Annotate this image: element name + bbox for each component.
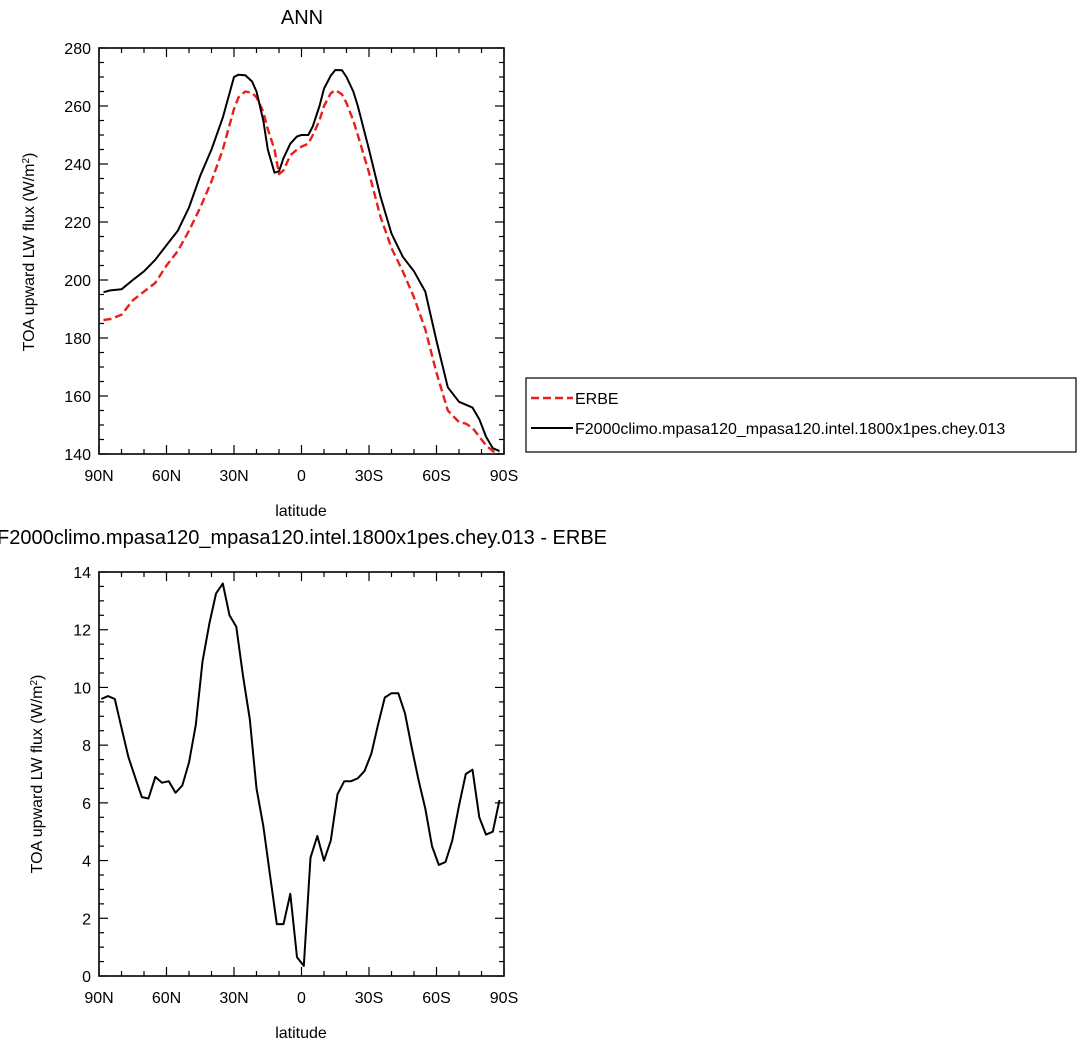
legend-label-erbe: ERBE bbox=[575, 391, 619, 408]
y-tick-label: 10 bbox=[73, 680, 91, 697]
x-tick-label: 30S bbox=[355, 468, 383, 485]
x-tick-label: 0 bbox=[297, 468, 306, 485]
y-tick-label: 0 bbox=[82, 969, 91, 986]
y-tick-label: 140 bbox=[64, 447, 91, 464]
legend-box bbox=[525, 377, 1077, 453]
chart-title-top: ANN bbox=[281, 7, 323, 29]
series-line-difference bbox=[100, 582, 501, 967]
x-tick-label: 0 bbox=[297, 990, 306, 1007]
plot-lines-bottom bbox=[100, 582, 501, 967]
y-tick-label: 160 bbox=[64, 389, 91, 406]
x-axis-label-top: latitude bbox=[275, 503, 327, 520]
y-tick-label: 4 bbox=[82, 854, 91, 871]
legend-label-model: F2000climo.mpasa120_mpasa120.intel.1800x… bbox=[575, 421, 1005, 438]
x-axis-label-bottom: latitude bbox=[275, 1025, 327, 1042]
ticks-bottom: 0 2 4 6 8 10 12 14 90N 60N 30N 0 30S 60S 90S bbox=[73, 565, 518, 1007]
y-axis-label-top: TOA upward LW flux (W/m2) bbox=[21, 153, 39, 352]
y-tick-label: 240 bbox=[64, 157, 91, 174]
y-tick-label: 260 bbox=[64, 99, 91, 116]
plot-frame-bottom bbox=[98, 571, 505, 977]
series-line-erbe bbox=[103, 88, 500, 456]
x-tick-label: 90N bbox=[84, 990, 113, 1007]
y-tick-label: 6 bbox=[82, 796, 91, 813]
x-tick-label: 30N bbox=[219, 990, 248, 1007]
y-tick-label: 2 bbox=[82, 911, 91, 928]
y-axis-label-bottom: TOA upward LW flux (W/m2) bbox=[29, 675, 47, 874]
legend: ERBE F2000climo.mpasa120_mpasa120.intel.… bbox=[525, 377, 1077, 453]
y-tick-label: 14 bbox=[73, 565, 91, 582]
plot-lines-top bbox=[103, 69, 500, 456]
plot-frame-top bbox=[98, 47, 505, 455]
x-tick-label: 60N bbox=[152, 990, 181, 1007]
x-tick-label: 60S bbox=[422, 468, 450, 485]
y-tick-label: 180 bbox=[64, 331, 91, 348]
y-tick-label: 220 bbox=[64, 215, 91, 232]
x-tick-label: 90S bbox=[490, 990, 518, 1007]
x-tick-label: 60N bbox=[152, 468, 181, 485]
chart-title-bottom: F2000climo.mpasa120_mpasa120.intel.1800x… bbox=[0, 527, 607, 549]
y-tick-label: 12 bbox=[73, 623, 91, 640]
series-line-model bbox=[103, 69, 500, 453]
x-tick-label: 60S bbox=[422, 990, 450, 1007]
x-tick-label: 90S bbox=[490, 468, 518, 485]
x-tick-label: 90N bbox=[84, 468, 113, 485]
x-tick-label: 30N bbox=[219, 468, 248, 485]
y-tick-label: 280 bbox=[64, 41, 91, 58]
ticks-top: 140 160 180 200 220 240 260 280 90N 60N 30N 0 30S 60S… bbox=[64, 41, 518, 485]
panel-bottom: F2000climo.mpasa120_mpasa120.intel.1800x… bbox=[0, 527, 607, 1042]
y-tick-label: 8 bbox=[82, 738, 91, 755]
x-tick-label: 30S bbox=[355, 990, 383, 1007]
y-tick-label: 200 bbox=[64, 273, 91, 290]
panel-top: ANN TOA upward LW flux (W/m2) 140 160 180 2… bbox=[21, 7, 1077, 520]
